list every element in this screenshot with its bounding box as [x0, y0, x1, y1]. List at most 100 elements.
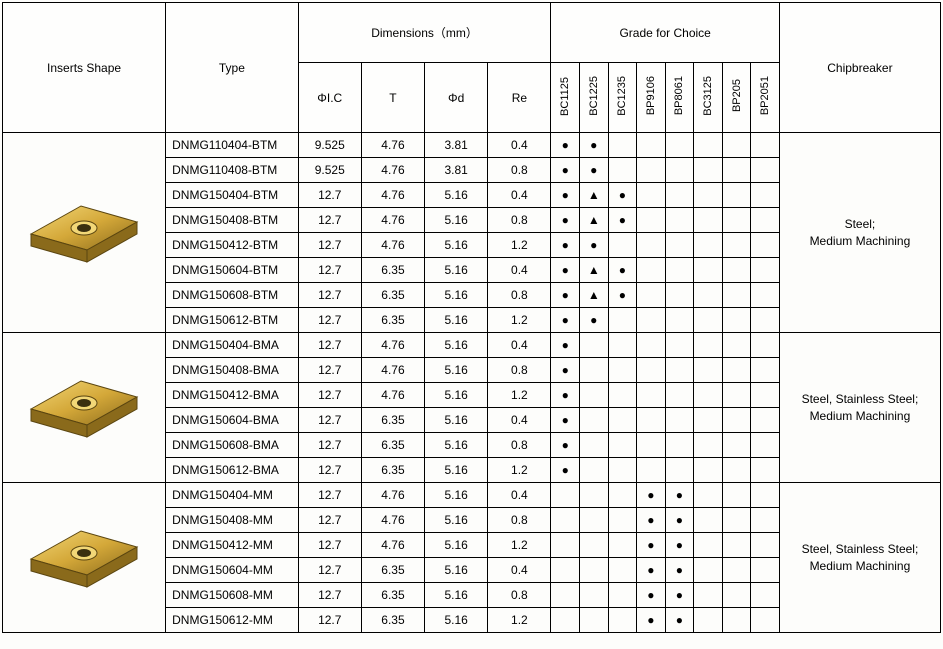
cell-grade-0 — [551, 608, 580, 633]
cell-grade-5 — [694, 258, 723, 283]
cell-grade-0: ● — [551, 383, 580, 408]
cell-grade-3: ● — [637, 508, 666, 533]
cell-grade-2 — [608, 358, 637, 383]
cell-type: DNMG150608-BMA — [166, 433, 299, 458]
cell-grade-1 — [580, 483, 609, 508]
cell-grade-0 — [551, 483, 580, 508]
cell-grade-3: ● — [637, 583, 666, 608]
cell-grade-4: ● — [665, 608, 694, 633]
cell-d: 5.16 — [425, 283, 488, 308]
header-type: Type — [166, 3, 299, 133]
cell-grade-6 — [722, 533, 751, 558]
cell-grade-6 — [722, 283, 751, 308]
cell-grade-6 — [722, 408, 751, 433]
cell-ic: 12.7 — [298, 483, 361, 508]
cell-ic: 12.7 — [298, 408, 361, 433]
cell-t: 6.35 — [361, 433, 424, 458]
cell-grade-1 — [580, 333, 609, 358]
cell-grade-2 — [608, 133, 637, 158]
cell-t: 4.76 — [361, 483, 424, 508]
cell-grade-4 — [665, 283, 694, 308]
cell-t: 4.76 — [361, 183, 424, 208]
cell-grade-5 — [694, 608, 723, 633]
cell-ic: 12.7 — [298, 383, 361, 408]
cell-grade-7 — [751, 458, 780, 483]
cell-type: DNMG150404-BTM — [166, 183, 299, 208]
cell-d: 5.16 — [425, 483, 488, 508]
cell-ic: 12.7 — [298, 608, 361, 633]
cell-grade-4 — [665, 458, 694, 483]
table-row: DNMG110404-BTM9.5254.763.810.4●●Steel;Me… — [3, 133, 941, 158]
cell-grade-2 — [608, 383, 637, 408]
cell-grade-3 — [637, 183, 666, 208]
cell-t: 4.76 — [361, 333, 424, 358]
cell-ic: 12.7 — [298, 283, 361, 308]
cell-grade-6 — [722, 458, 751, 483]
cell-ic: 12.7 — [298, 333, 361, 358]
cell-t: 6.35 — [361, 608, 424, 633]
cell-grade-7 — [751, 333, 780, 358]
cell-type: DNMG110404-BTM — [166, 133, 299, 158]
cell-d: 5.16 — [425, 358, 488, 383]
cell-type: DNMG150612-BMA — [166, 458, 299, 483]
cell-type: DNMG150608-MM — [166, 583, 299, 608]
cell-d: 5.16 — [425, 258, 488, 283]
cell-d: 3.81 — [425, 133, 488, 158]
header-shape: Inserts Shape — [3, 3, 166, 133]
cell-grade-4 — [665, 183, 694, 208]
cell-grade-3 — [637, 308, 666, 333]
insert-shape-icon — [19, 513, 149, 603]
cell-grade-1: ● — [580, 233, 609, 258]
header-grade-7: BP2051 — [751, 63, 780, 133]
cell-ic: 12.7 — [298, 508, 361, 533]
cell-grade-4 — [665, 383, 694, 408]
cell-grade-7 — [751, 608, 780, 633]
cell-type: DNMG150612-BTM — [166, 308, 299, 333]
cell-grade-4 — [665, 308, 694, 333]
cell-grade-1: ● — [580, 308, 609, 333]
cell-grade-0: ● — [551, 258, 580, 283]
cell-grade-1: ▲ — [580, 258, 609, 283]
cell-grade-7 — [751, 358, 780, 383]
cell-chipbreaker: Steel;Medium Machining — [779, 133, 940, 333]
cell-grade-5 — [694, 233, 723, 258]
cell-t: 6.35 — [361, 283, 424, 308]
cell-ic: 9.525 — [298, 133, 361, 158]
cell-chipbreaker: Steel, Stainless Steel;Medium Machining — [779, 333, 940, 483]
cell-grade-1: ▲ — [580, 183, 609, 208]
cell-grade-6 — [722, 133, 751, 158]
cell-grade-7 — [751, 408, 780, 433]
cell-d: 5.16 — [425, 308, 488, 333]
cell-grade-7 — [751, 433, 780, 458]
cell-ic: 12.7 — [298, 458, 361, 483]
cell-grade-0: ● — [551, 458, 580, 483]
cell-grade-0: ● — [551, 358, 580, 383]
cell-grade-0 — [551, 533, 580, 558]
cell-grade-1 — [580, 458, 609, 483]
cell-grade-6 — [722, 208, 751, 233]
cell-re: 0.4 — [488, 483, 551, 508]
header-dim-1: T — [361, 63, 424, 133]
cell-ic: 12.7 — [298, 533, 361, 558]
cell-grade-1 — [580, 358, 609, 383]
cell-ic: 12.7 — [298, 583, 361, 608]
cell-grade-2 — [608, 533, 637, 558]
cell-grade-3 — [637, 383, 666, 408]
cell-t: 4.76 — [361, 158, 424, 183]
cell-grade-7 — [751, 558, 780, 583]
cell-d: 5.16 — [425, 558, 488, 583]
cell-grade-3 — [637, 458, 666, 483]
cell-grade-7 — [751, 258, 780, 283]
cell-grade-6 — [722, 358, 751, 383]
cell-grade-6 — [722, 258, 751, 283]
header-grade-3: BP9106 — [637, 63, 666, 133]
cell-grade-5 — [694, 183, 723, 208]
cell-grade-3: ● — [637, 608, 666, 633]
cell-grade-2 — [608, 408, 637, 433]
cell-grade-2 — [608, 333, 637, 358]
cell-grade-1: ▲ — [580, 208, 609, 233]
cell-grade-2 — [608, 158, 637, 183]
cell-grade-3 — [637, 358, 666, 383]
cell-ic: 12.7 — [298, 308, 361, 333]
cell-grade-2 — [608, 308, 637, 333]
